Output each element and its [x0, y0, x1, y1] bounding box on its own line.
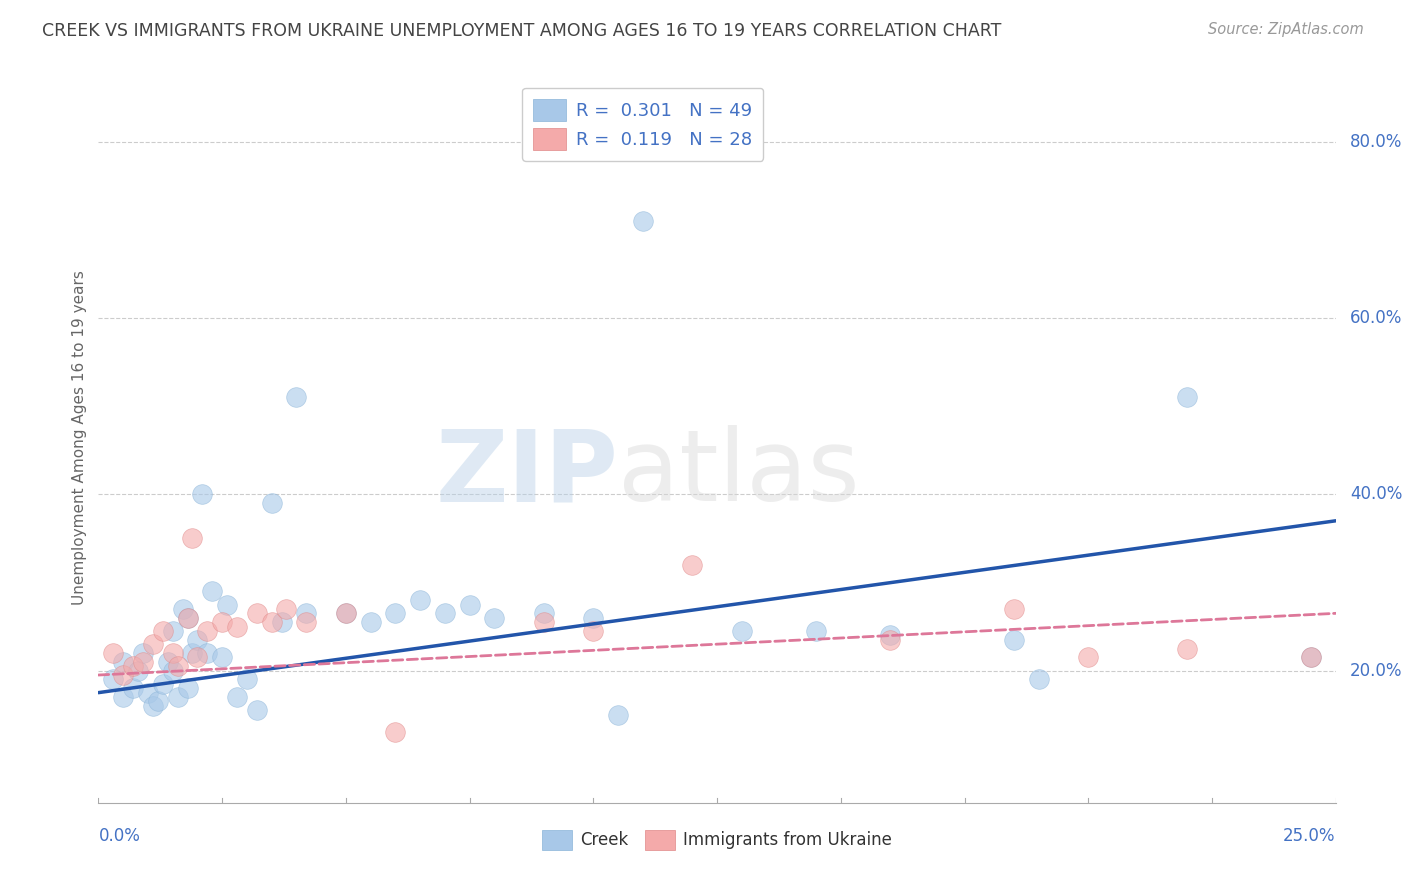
Point — [582, 611, 605, 625]
Point — [360, 615, 382, 629]
Point — [103, 673, 125, 687]
Point — [122, 681, 145, 696]
Point — [1299, 650, 1322, 665]
Point — [112, 668, 135, 682]
Point — [260, 496, 283, 510]
Point — [804, 624, 827, 638]
Point — [156, 655, 179, 669]
Point — [112, 655, 135, 669]
Point — [1175, 641, 1198, 656]
Point — [226, 619, 249, 633]
Point — [146, 694, 169, 708]
Text: 80.0%: 80.0% — [1350, 133, 1402, 151]
Point — [276, 602, 298, 616]
Text: Source: ZipAtlas.com: Source: ZipAtlas.com — [1208, 22, 1364, 37]
Point — [162, 664, 184, 678]
Point — [458, 598, 481, 612]
Point — [270, 615, 292, 629]
Point — [533, 615, 555, 629]
Point — [335, 607, 357, 621]
Point — [1077, 650, 1099, 665]
Text: ZIP: ZIP — [436, 425, 619, 522]
Point — [103, 646, 125, 660]
Point — [260, 615, 283, 629]
Point — [236, 673, 259, 687]
Point — [132, 655, 155, 669]
Point — [136, 686, 159, 700]
Point — [226, 690, 249, 704]
Point — [879, 632, 901, 647]
Point — [1002, 602, 1025, 616]
Point — [211, 615, 233, 629]
Point — [112, 690, 135, 704]
Point — [285, 391, 308, 405]
Point — [1175, 391, 1198, 405]
Point — [384, 607, 406, 621]
Point — [246, 607, 269, 621]
Point — [409, 593, 432, 607]
Point — [731, 624, 754, 638]
Point — [172, 602, 194, 616]
Point — [186, 650, 208, 665]
Point — [166, 690, 188, 704]
Point — [295, 607, 318, 621]
Point — [181, 646, 204, 660]
Point — [152, 677, 174, 691]
Point — [607, 707, 630, 722]
Point — [176, 681, 198, 696]
Point — [533, 607, 555, 621]
Point — [879, 628, 901, 642]
Point — [122, 659, 145, 673]
Text: 0.0%: 0.0% — [98, 828, 141, 846]
Text: atlas: atlas — [619, 425, 859, 522]
Text: 60.0%: 60.0% — [1350, 310, 1402, 327]
Point — [1028, 673, 1050, 687]
Point — [191, 487, 214, 501]
Point — [195, 624, 218, 638]
Point — [246, 703, 269, 717]
Point — [433, 607, 456, 621]
Text: 40.0%: 40.0% — [1350, 485, 1402, 503]
Point — [176, 611, 198, 625]
Text: 20.0%: 20.0% — [1350, 662, 1402, 680]
Point — [181, 532, 204, 546]
Point — [295, 615, 318, 629]
Y-axis label: Unemployment Among Ages 16 to 19 years: Unemployment Among Ages 16 to 19 years — [72, 269, 87, 605]
Point — [217, 598, 239, 612]
Text: CREEK VS IMMIGRANTS FROM UKRAINE UNEMPLOYMENT AMONG AGES 16 TO 19 YEARS CORRELAT: CREEK VS IMMIGRANTS FROM UKRAINE UNEMPLO… — [42, 22, 1001, 40]
Point — [195, 646, 218, 660]
Point — [1002, 632, 1025, 647]
Point — [166, 659, 188, 673]
Point — [335, 607, 357, 621]
Legend: Creek, Immigrants from Ukraine: Creek, Immigrants from Ukraine — [536, 823, 898, 856]
Point — [631, 214, 654, 228]
Point — [384, 725, 406, 739]
Point — [582, 624, 605, 638]
Point — [681, 558, 703, 572]
Point — [162, 646, 184, 660]
Point — [142, 637, 165, 651]
Point — [127, 664, 149, 678]
Point — [142, 698, 165, 713]
Point — [201, 584, 224, 599]
Text: 25.0%: 25.0% — [1284, 828, 1336, 846]
Point — [1299, 650, 1322, 665]
Point — [211, 650, 233, 665]
Point — [484, 611, 506, 625]
Point — [132, 646, 155, 660]
Point — [152, 624, 174, 638]
Point — [176, 611, 198, 625]
Point — [186, 632, 208, 647]
Point — [162, 624, 184, 638]
